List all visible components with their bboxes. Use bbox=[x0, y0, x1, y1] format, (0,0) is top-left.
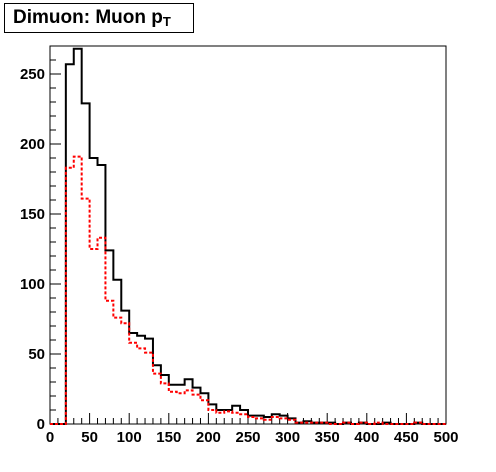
x-tick-label: 100 bbox=[117, 429, 142, 446]
y-tick-label: 150 bbox=[20, 206, 45, 223]
x-tick-label: 450 bbox=[394, 429, 419, 446]
x-tick-label: 250 bbox=[235, 429, 260, 446]
x-tick-label: 200 bbox=[196, 429, 221, 446]
y-tick-label: 250 bbox=[20, 66, 45, 83]
x-tick-label: 0 bbox=[46, 429, 54, 446]
chart-title-text: Dimuon: Muon p bbox=[13, 7, 163, 28]
axes: 0 50 100 150 200 250 300 350 400 450 500 0 50 100 150 2… bbox=[20, 45, 459, 446]
histogram-series-2 bbox=[50, 155, 446, 425]
y-tick-label: 100 bbox=[20, 276, 45, 293]
x-tick-label: 500 bbox=[433, 429, 458, 446]
y-tick-label: 200 bbox=[20, 136, 45, 153]
plot-frame bbox=[49, 45, 447, 425]
x-tick-label: 350 bbox=[315, 429, 340, 446]
x-tick-label: 50 bbox=[81, 429, 98, 446]
y-tick-label: 50 bbox=[28, 346, 45, 363]
y-tick-label: 0 bbox=[37, 416, 45, 433]
chart-title-subscript: T bbox=[162, 13, 171, 29]
series-group bbox=[50, 47, 446, 425]
x-tick-label: 400 bbox=[354, 429, 379, 446]
x-tick-label: 150 bbox=[156, 429, 181, 446]
x-tick-label: 300 bbox=[275, 429, 300, 446]
